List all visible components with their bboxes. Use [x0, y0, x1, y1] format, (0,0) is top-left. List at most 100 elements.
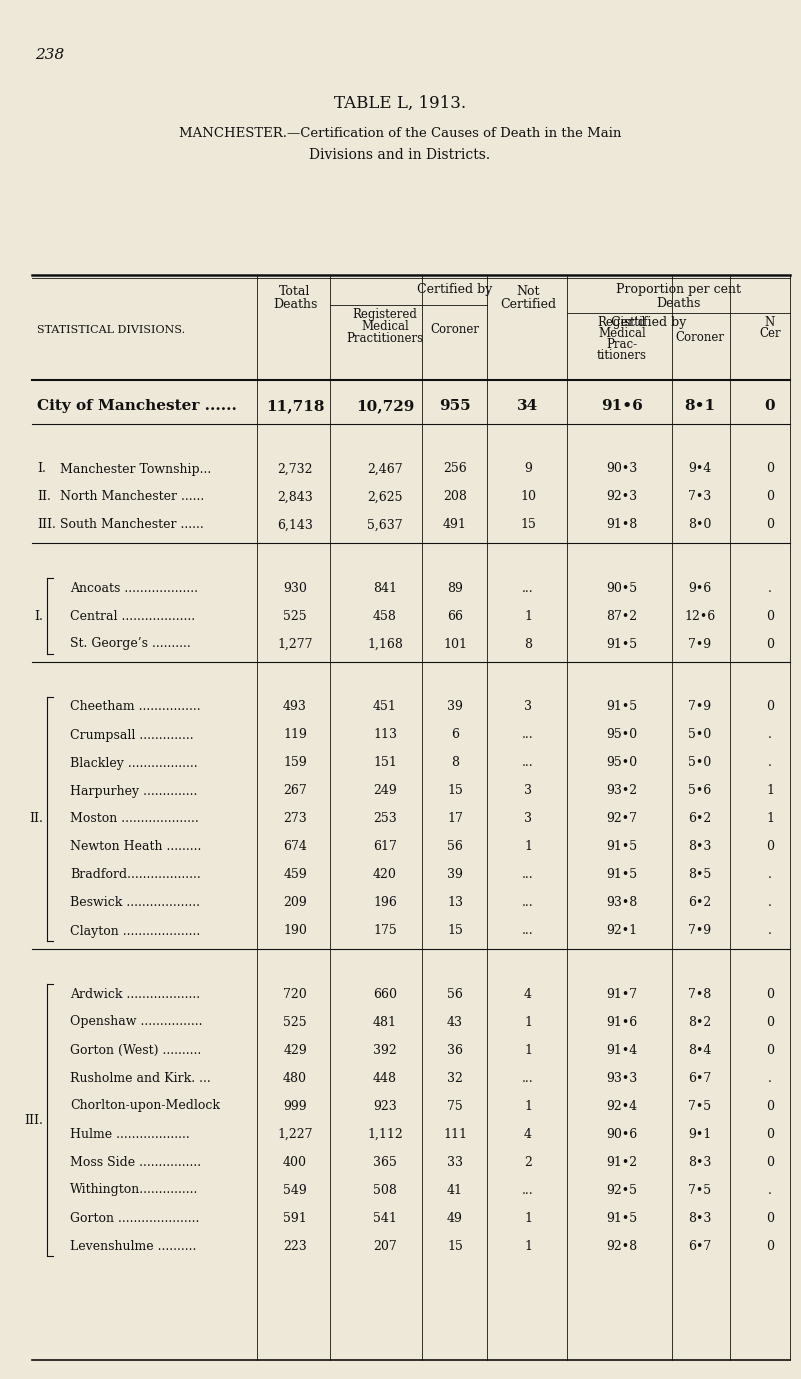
- Text: 95•0: 95•0: [606, 728, 638, 742]
- Text: 0: 0: [766, 840, 774, 854]
- Text: Harpurhey ..............: Harpurhey ..............: [70, 785, 197, 797]
- Text: 253: 253: [373, 812, 396, 826]
- Text: 1: 1: [524, 1015, 532, 1029]
- Text: 91•5: 91•5: [606, 869, 638, 881]
- Text: Coroner: Coroner: [430, 323, 480, 336]
- Text: Bradford...................: Bradford...................: [70, 869, 201, 881]
- Text: 92•3: 92•3: [606, 491, 638, 503]
- Text: 0: 0: [766, 637, 774, 651]
- Text: 420: 420: [373, 869, 397, 881]
- Text: 0: 0: [766, 462, 774, 476]
- Text: 34: 34: [517, 399, 538, 412]
- Text: 5•0: 5•0: [688, 728, 711, 742]
- Text: Medical: Medical: [361, 320, 409, 332]
- Text: ...: ...: [522, 728, 533, 742]
- Text: 56: 56: [447, 987, 463, 1001]
- Text: Medical: Medical: [598, 327, 646, 341]
- Text: 448: 448: [373, 1071, 397, 1084]
- Text: City of Manchester ......: City of Manchester ......: [37, 399, 237, 412]
- Text: 159: 159: [283, 757, 307, 769]
- Text: 6•7: 6•7: [688, 1240, 711, 1252]
- Text: 3: 3: [524, 701, 532, 713]
- Text: Deaths: Deaths: [273, 298, 317, 312]
- Text: III.: III.: [37, 519, 56, 531]
- Text: 7•5: 7•5: [688, 1183, 711, 1197]
- Text: 0: 0: [766, 1128, 774, 1140]
- Text: 7•8: 7•8: [688, 987, 711, 1001]
- Text: Not: Not: [517, 285, 540, 298]
- Text: .: .: [768, 924, 772, 938]
- Text: .: .: [768, 869, 772, 881]
- Text: 1: 1: [766, 785, 774, 797]
- Text: .: .: [768, 1071, 772, 1084]
- Text: 0: 0: [765, 399, 775, 412]
- Text: Regist'd: Regist'd: [598, 316, 646, 330]
- Text: 92•5: 92•5: [606, 1183, 638, 1197]
- Text: 7•9: 7•9: [688, 701, 711, 713]
- Text: 91•8: 91•8: [606, 519, 638, 531]
- Text: 1: 1: [524, 610, 532, 622]
- Text: TABLE L, 1913.: TABLE L, 1913.: [334, 95, 466, 112]
- Text: 0: 0: [766, 1044, 774, 1056]
- Text: 207: 207: [373, 1240, 396, 1252]
- Text: 10: 10: [520, 491, 536, 503]
- Text: 6: 6: [451, 728, 459, 742]
- Text: 541: 541: [373, 1212, 397, 1225]
- Text: 15: 15: [520, 519, 536, 531]
- Text: .: .: [768, 728, 772, 742]
- Text: Chorlton-upon-Medlock: Chorlton-upon-Medlock: [70, 1099, 220, 1113]
- Text: 91•6: 91•6: [606, 1015, 638, 1029]
- Text: 15: 15: [447, 924, 463, 938]
- Text: 91•2: 91•2: [606, 1156, 638, 1168]
- Text: 0: 0: [766, 1240, 774, 1252]
- Text: 209: 209: [283, 896, 307, 910]
- Text: 91•5: 91•5: [606, 1212, 638, 1225]
- Text: 0: 0: [766, 701, 774, 713]
- Text: 39: 39: [447, 869, 463, 881]
- Text: Central ...................: Central ...................: [70, 610, 195, 622]
- Text: 92•7: 92•7: [606, 812, 638, 826]
- Text: 451: 451: [373, 701, 397, 713]
- Text: Moston ....................: Moston ....................: [70, 812, 199, 826]
- Text: 1: 1: [524, 1044, 532, 1056]
- Text: ...: ...: [522, 1071, 533, 1084]
- Text: 841: 841: [373, 582, 397, 594]
- Text: 93•2: 93•2: [606, 785, 638, 797]
- Text: MANCHESTER.—Certification of the Causes of Death in the Main: MANCHESTER.—Certification of the Causes …: [179, 127, 622, 141]
- Text: 13: 13: [447, 896, 463, 910]
- Text: 87•2: 87•2: [606, 610, 638, 622]
- Text: 8•3: 8•3: [688, 1156, 711, 1168]
- Text: Hulme ...................: Hulme ...................: [70, 1128, 190, 1140]
- Text: 238: 238: [35, 48, 64, 62]
- Text: 91•5: 91•5: [606, 637, 638, 651]
- Text: 175: 175: [373, 924, 396, 938]
- Text: 41: 41: [447, 1183, 463, 1197]
- Text: 660: 660: [373, 987, 397, 1001]
- Text: Ancoats ...................: Ancoats ...................: [70, 582, 198, 594]
- Text: 91•5: 91•5: [606, 840, 638, 854]
- Text: Certified by: Certified by: [611, 316, 686, 330]
- Text: 1,112: 1,112: [367, 1128, 403, 1140]
- Text: Levenshulme ..........: Levenshulme ..........: [70, 1240, 196, 1252]
- Text: South Manchester ......: South Manchester ......: [60, 519, 203, 531]
- Text: II.: II.: [37, 491, 51, 503]
- Text: 101: 101: [443, 637, 467, 651]
- Text: 89: 89: [447, 582, 463, 594]
- Text: 3: 3: [524, 785, 532, 797]
- Text: Ardwick ...................: Ardwick ...................: [70, 987, 200, 1001]
- Text: .: .: [768, 757, 772, 769]
- Text: 4: 4: [524, 987, 532, 1001]
- Text: 33: 33: [447, 1156, 463, 1168]
- Text: Gorton (West) ..........: Gorton (West) ..........: [70, 1044, 201, 1056]
- Text: 7•3: 7•3: [688, 491, 711, 503]
- Text: 93•8: 93•8: [606, 896, 638, 910]
- Text: 6•2: 6•2: [688, 896, 711, 910]
- Text: 1,227: 1,227: [277, 1128, 312, 1140]
- Text: 113: 113: [373, 728, 397, 742]
- Text: 93•3: 93•3: [606, 1071, 638, 1084]
- Text: 92•8: 92•8: [606, 1240, 638, 1252]
- Text: 525: 525: [284, 610, 307, 622]
- Text: 720: 720: [283, 987, 307, 1001]
- Text: Certified: Certified: [500, 298, 556, 312]
- Text: III.: III.: [24, 1113, 43, 1127]
